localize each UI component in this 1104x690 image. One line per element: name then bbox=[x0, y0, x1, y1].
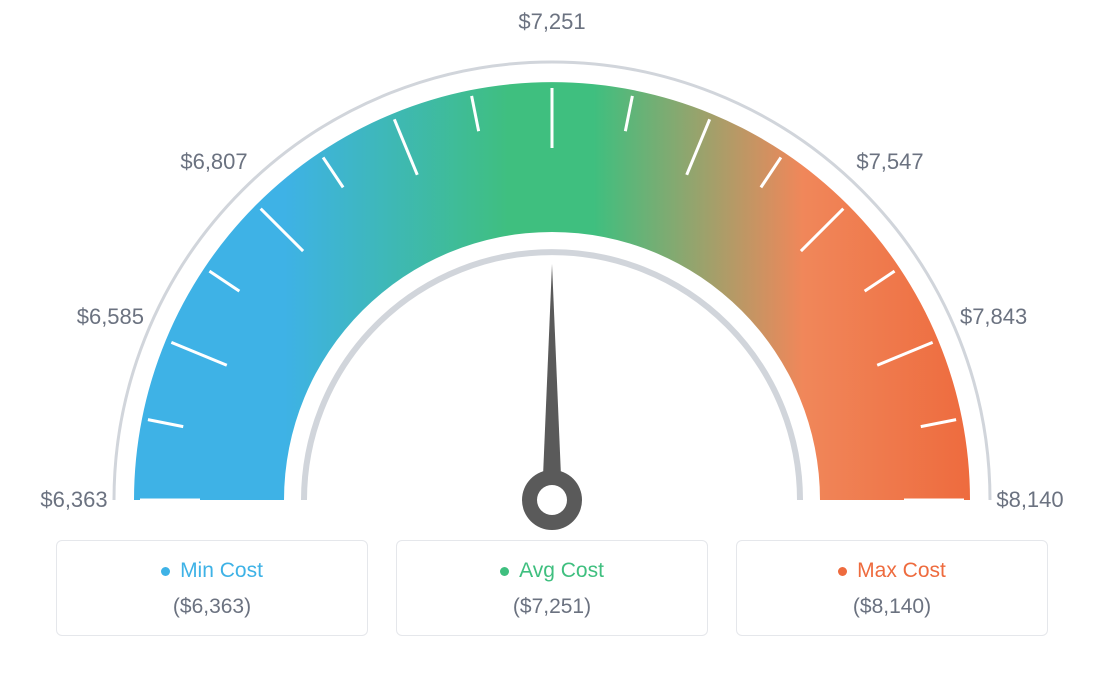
gauge-scale-label: $6,363 bbox=[40, 487, 107, 513]
legend-title-avg-text: Avg Cost bbox=[519, 559, 604, 583]
gauge-svg bbox=[0, 0, 1104, 530]
legend-card-min: Min Cost ($6,363) bbox=[56, 540, 368, 636]
legend-title-min-text: Min Cost bbox=[180, 559, 263, 583]
legend-title-avg: Avg Cost bbox=[500, 559, 604, 583]
legend-row: Min Cost ($6,363) Avg Cost ($7,251) Max … bbox=[0, 540, 1104, 636]
gauge-scale-label: $6,585 bbox=[77, 304, 144, 330]
gauge-scale-label: $7,251 bbox=[518, 9, 585, 35]
legend-card-max: Max Cost ($8,140) bbox=[736, 540, 1048, 636]
legend-title-max-text: Max Cost bbox=[857, 559, 946, 583]
legend-title-max: Max Cost bbox=[838, 559, 946, 583]
legend-value-avg: ($7,251) bbox=[397, 595, 707, 619]
legend-dot-max bbox=[838, 567, 847, 576]
legend-card-avg: Avg Cost ($7,251) bbox=[396, 540, 708, 636]
gauge-chart: $6,363 $6,585 $6,807 $7,251 $7,547 $7,843 $8,1… bbox=[0, 0, 1104, 530]
legend-dot-avg bbox=[500, 567, 509, 576]
gauge-scale-label: $8,140 bbox=[996, 487, 1063, 513]
gauge-scale-label: $7,843 bbox=[960, 304, 1027, 330]
legend-title-min: Min Cost bbox=[161, 559, 263, 583]
legend-value-min: ($6,363) bbox=[57, 595, 367, 619]
legend-value-max: ($8,140) bbox=[737, 595, 1047, 619]
legend-dot-min bbox=[161, 567, 170, 576]
gauge-scale-label: $6,807 bbox=[180, 149, 247, 175]
gauge-scale-label: $7,547 bbox=[856, 149, 923, 175]
